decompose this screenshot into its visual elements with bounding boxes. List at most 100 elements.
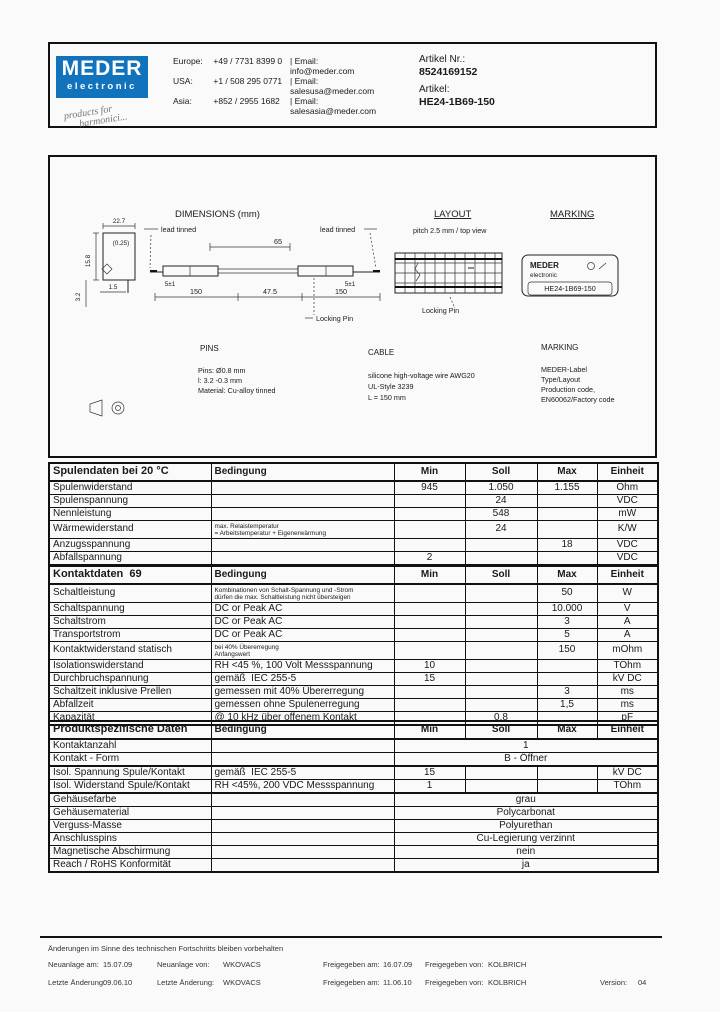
cell-max [536, 494, 598, 508]
footer-label: Neuanlage von: [157, 960, 210, 969]
dim-width-tol-label: (0.25) [113, 240, 129, 247]
marking-label-drawing: MEDER electronic HE24-1B69-150 [521, 254, 619, 297]
cell-parameter: Kontakt - Form [48, 752, 212, 767]
footer-label: Letzte Änderung: [157, 978, 215, 987]
cell-min [393, 520, 466, 539]
contact-usa: USA: +1 / 508 295 0771 | Email: salesusa… [173, 76, 374, 96]
footer-divider [40, 936, 662, 938]
phone-number: +49 / 7731 8399 0 [213, 56, 283, 66]
cell-soll [464, 583, 538, 603]
marking-line-3: Production code, [541, 385, 595, 394]
cell-bedingung [210, 858, 395, 873]
cell-max: 50 [536, 583, 598, 603]
coil-squiggle [414, 262, 421, 282]
cell-bedingung [210, 752, 395, 767]
cell-einheit: kV DC [596, 672, 659, 686]
footer-value: WKOVACS [223, 960, 261, 969]
cell-min [393, 685, 466, 699]
cell-max [536, 520, 598, 539]
col-header-einheit: Einheit [596, 462, 659, 482]
marking-line-4: EN60062/Factory code [541, 395, 615, 404]
cell-parameter: Magnetische Abschirmung [48, 845, 212, 859]
cell-parameter: Spulenspannung [48, 494, 212, 508]
table-row: Abfallzeit gemessen ohne Spulenerregung 1,… [48, 698, 659, 712]
dim-5-1-left-label: 5±1 [165, 281, 176, 288]
cell-parameter: Schaltleistung [48, 583, 212, 603]
cell-bedingung [210, 792, 395, 807]
cell-einheit: TOhm [596, 779, 659, 794]
cell-parameter: Anzugsspannung [48, 538, 212, 552]
article-label: Artikel: [419, 84, 450, 95]
table-row: Transportstrom DC or Peak AC 5 A [48, 628, 659, 642]
cell-soll [464, 765, 538, 780]
table-title: Spulendaten bei 20 °C [48, 462, 212, 482]
cell-einheit: ms [596, 685, 659, 699]
table-row: Anzugsspannung 18 VDC [48, 538, 659, 552]
col-header-max: Max [536, 565, 598, 585]
table-header-row: Spulendaten bei 20 °C Bedingung Min Soll Max… [48, 462, 659, 482]
table-row: Schaltzeit inklusive Prellen gemessen mit… [48, 685, 659, 699]
cell-min: 2 [393, 551, 466, 566]
label-brand-bottom: electronic [530, 272, 557, 279]
lead-tinned-right-label: lead tinned [320, 225, 355, 234]
col-header-min: Min [393, 462, 466, 482]
footer-label: Freigegeben von: [425, 960, 484, 969]
cell-einheit: mW [596, 507, 659, 521]
cell-parameter: Kontaktanzahl [48, 738, 212, 753]
cell-span-value: Cu-Legierung verzinnt [393, 832, 659, 846]
footer-value: 04 [638, 978, 647, 987]
cell-min [393, 615, 466, 629]
cell-min: 10 [393, 659, 466, 673]
pins-line-1: Pins: Ø0.8 mm [198, 366, 246, 375]
lead-tinned-left-label: lead tinned [161, 225, 196, 234]
table-row: Wärmewiderstand max. Relaistemperatur = Ar… [48, 520, 659, 539]
cell-bedingung: DC or Peak AC [210, 602, 395, 616]
cell-einheit: V [596, 602, 659, 616]
pins-line-2: l: 3.2 -0.3 mm [198, 376, 242, 385]
cell-bedingung: gemäß IEC 255-5 [210, 672, 395, 686]
cable-note-block: CABLE silicone high-voltage wire AWG20 U… [368, 348, 475, 402]
spec-table: Kontaktdaten 69 Bedingung Min Soll Max Einhei… [48, 565, 659, 726]
table-row: Isol. Widerstand Spule/Kontakt RH <45%, 2… [48, 779, 659, 794]
cell-max [536, 765, 598, 780]
cell-max: 3 [536, 615, 598, 629]
cell-parameter: Gehäusematerial [48, 806, 212, 820]
cell-min [393, 538, 466, 552]
header-box: MEDER electronic products for harmonici.… [48, 42, 657, 130]
cell-max: 5 [536, 628, 598, 642]
cell-bedingung: max. Relaistemperatur = Arbeitstemperatur… [210, 520, 395, 539]
cell-soll [464, 659, 538, 673]
table-header-row: Kontaktdaten 69 Bedingung Min Soll Max Einhei… [48, 565, 659, 585]
cell-max [536, 551, 598, 566]
footer-value: KOLBRICH [488, 960, 527, 969]
cell-soll [464, 698, 538, 712]
table-row: Reach / RoHS Konformität ja [48, 858, 659, 873]
cell-einheit: VDC [596, 538, 659, 552]
table-title: Kontaktdaten 69 [48, 565, 212, 585]
cell-einheit: K/W [596, 520, 659, 539]
dim-5-1-right-label: 5±1 [345, 281, 356, 288]
cell-parameter: Isol. Spannung Spule/Kontakt [48, 765, 212, 780]
cell-max: 3 [536, 685, 598, 699]
cable-heading: CABLE [368, 348, 394, 357]
col-header-einheit: Einheit [596, 565, 659, 585]
region-label: USA: [173, 76, 193, 86]
cell-max [536, 672, 598, 686]
pins-note-block: PINS Pins: Ø0.8 mm l: 3.2 -0.3 mm Materi… [198, 344, 276, 395]
cell-soll [464, 779, 538, 794]
cell-bedingung: gemessen mit 40% Übererregung [210, 685, 395, 699]
cell-einheit: W [596, 583, 659, 603]
product-data-table: Produktspezifische Daten Bedingung Min Soll… [48, 720, 659, 873]
marking-line-1: MEDER-Label [541, 365, 587, 374]
dim-150-left-label: 150 [190, 287, 202, 296]
dim-47-5-label: 47.5 [263, 287, 277, 296]
footer-label: Letzte Änderung: [48, 978, 106, 987]
cell-max: 1.155 [536, 480, 598, 495]
cell-bedingung [210, 507, 395, 521]
logo-subtitle: electronic [67, 81, 137, 92]
table-row: Spulenspannung 24 VDC [48, 494, 659, 508]
cell-bedingung: bei 40% Übererregung Anfangswert [210, 641, 395, 660]
cell-min: 945 [393, 480, 466, 495]
cell-parameter: Spulenwiderstand [48, 480, 212, 495]
article-number: 8524169152 [419, 66, 478, 78]
